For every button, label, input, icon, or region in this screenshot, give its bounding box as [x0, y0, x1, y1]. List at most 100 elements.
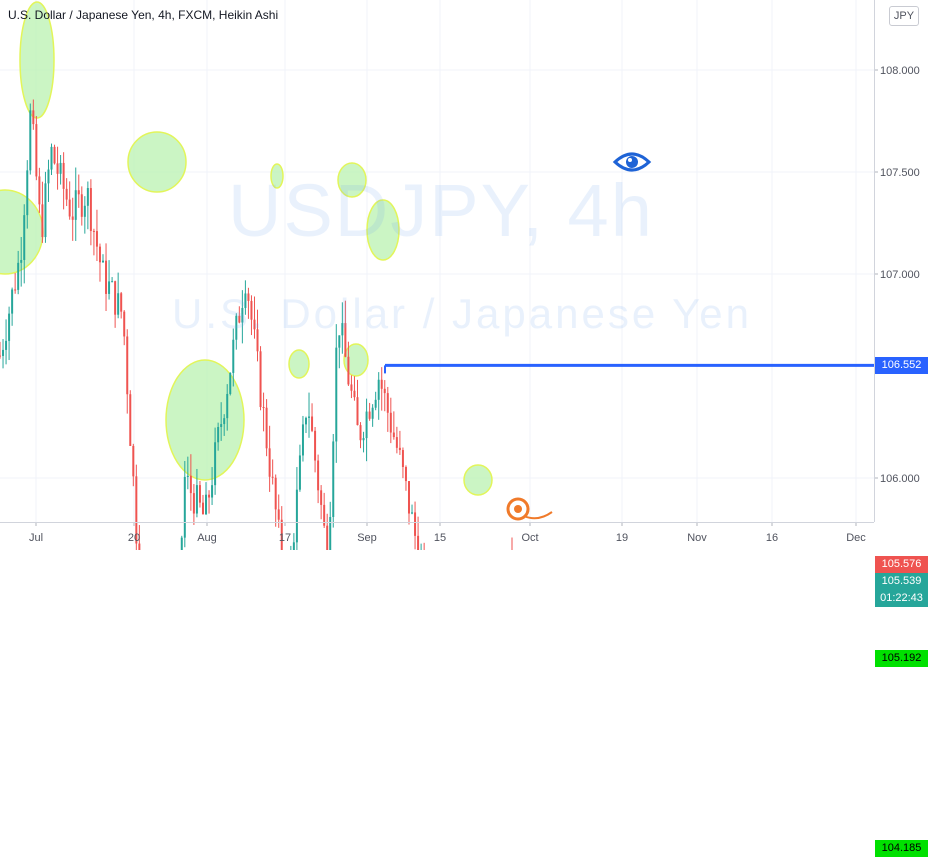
candle-body: [74, 190, 77, 220]
broker-logo-icon: [506, 497, 553, 521]
bar-countdown-tag: 01:22:43: [875, 589, 928, 607]
candle-body: [126, 336, 129, 395]
candle-body: [62, 162, 65, 189]
candle-body: [411, 512, 414, 514]
candle-body: [20, 259, 23, 263]
candle-body: [214, 442, 217, 486]
currency-button[interactable]: JPY: [889, 6, 919, 26]
candle-body: [362, 438, 365, 441]
candle-body: [371, 407, 374, 419]
price-chart[interactable]: 108.000107.500107.000106.000104.500104.0…: [0, 0, 932, 550]
eye-icon[interactable]: [612, 148, 652, 176]
time-axis[interactable]: Jul 20 Aug 17 Sep 15 Oct 19 Nov 16 Dec: [29, 522, 866, 544]
candle-body: [353, 390, 356, 398]
candle-body: [68, 199, 71, 217]
price-axis[interactable]: 108.000107.500107.000106.000104.500104.0…: [874, 65, 920, 550]
x-tick-label: Aug: [197, 532, 217, 544]
last-price-tag: 105.576: [875, 555, 928, 573]
candle-body: [407, 481, 410, 514]
candle-body: [2, 349, 5, 356]
candle-body: [308, 416, 311, 418]
candle-body: [259, 351, 262, 408]
candle-body: [317, 460, 320, 491]
candle-body: [244, 293, 247, 308]
candle-body: [314, 430, 317, 461]
candle-body: [271, 476, 274, 478]
highlight-ellipse: [343, 343, 369, 377]
candle-body: [205, 494, 208, 515]
candle-body: [56, 163, 59, 174]
x-tick-label: Nov: [687, 532, 707, 544]
candle-body: [268, 448, 271, 477]
candle-body: [65, 188, 68, 200]
candle-body: [117, 293, 120, 315]
candle-body: [320, 490, 323, 505]
candle-body: [329, 516, 332, 550]
candle-body: [186, 475, 189, 477]
candle-body: [398, 447, 401, 451]
candle-body: [280, 519, 283, 550]
x-tick-label: Oct: [521, 532, 538, 544]
candle-body: [105, 260, 108, 294]
candle-body: [83, 205, 86, 217]
highlight-ellipse: [288, 349, 310, 379]
x-tick-label: 15: [434, 532, 446, 544]
candle-body: [298, 455, 301, 490]
candle-body: [11, 289, 14, 314]
candle-body: [201, 502, 204, 515]
highlight-ellipse: [127, 131, 187, 193]
candle-body: [295, 489, 298, 543]
candle-body: [223, 418, 226, 425]
candle-body: [395, 437, 398, 448]
candle-body: [401, 450, 404, 468]
candle-body: [189, 475, 192, 494]
candle-body: [135, 476, 138, 544]
candle-body: [208, 494, 211, 498]
chart-title[interactable]: U.S. Dollar / Japanese Yen, 4h, FXCM, He…: [8, 8, 279, 22]
candle-body: [414, 512, 417, 536]
candle-body: [102, 260, 105, 263]
candle-body: [180, 537, 183, 550]
candle-body: [77, 190, 80, 195]
candle-body: [38, 176, 41, 205]
candle-body: [241, 307, 244, 323]
candle-body: [262, 407, 265, 409]
candle-body: [138, 543, 141, 550]
candle-body: [29, 110, 32, 171]
candle-body: [41, 204, 44, 238]
candle-body: [226, 393, 229, 419]
candle-body: [229, 372, 232, 394]
candle-body: [292, 542, 295, 550]
candle-body: [265, 407, 268, 449]
candle-body: [14, 289, 17, 291]
candle-body: [50, 146, 53, 170]
candle-body: [89, 188, 92, 231]
y-tick-label: 108.000: [880, 65, 920, 77]
highlight-ellipse: [165, 359, 245, 481]
candle-body: [326, 525, 329, 550]
highlight-ellipse: [19, 1, 55, 119]
candle-body: [235, 315, 238, 340]
candle-body: [5, 340, 8, 350]
candle-body: [92, 230, 95, 232]
candle-body: [183, 476, 186, 538]
drawing-ellipses[interactable]: [0, 1, 493, 496]
x-tick-label: 16: [766, 532, 778, 544]
candle-body: [256, 329, 259, 352]
candle-body: [386, 393, 389, 413]
horizontal-lines[interactable]: [0, 363, 874, 550]
candle-body: [377, 379, 380, 400]
candle-body: [304, 417, 307, 425]
candle-body: [71, 216, 74, 220]
candle-body: [238, 315, 241, 323]
candle-body: [108, 281, 111, 294]
y-tick-label: 106.000: [880, 473, 920, 485]
resistance-price-tag: 106.552: [875, 356, 928, 374]
candle-body: [32, 110, 35, 125]
candle-body: [8, 313, 11, 341]
candle-body: [220, 424, 223, 428]
candle-body: [253, 319, 256, 330]
support-1-price-tag: 105.192: [875, 650, 928, 668]
candle-body: [198, 485, 201, 503]
candle-body: [250, 300, 253, 320]
